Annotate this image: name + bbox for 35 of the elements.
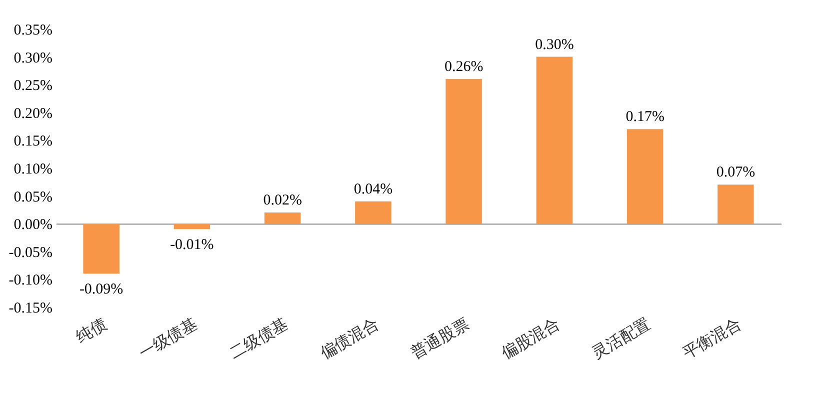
- y-tick-label: -0.10%: [8, 272, 52, 289]
- x-tick-label: 一级债基: [136, 314, 200, 362]
- bar: [264, 212, 301, 224]
- y-tick-label: 0.10%: [14, 162, 52, 178]
- bar: [536, 56, 573, 224]
- x-tick-label: 普通股票: [407, 314, 472, 362]
- bar: [174, 224, 210, 230]
- data-label: 0.17%: [626, 109, 664, 126]
- y-tick-label: -0.05%: [8, 244, 52, 261]
- y-tick-label: 0.20%: [14, 106, 52, 122]
- y-tick-label: 0.30%: [14, 50, 52, 66]
- x-tick-label: 偏债混合: [316, 314, 382, 362]
- bar: [718, 184, 754, 224]
- data-label: 0.30%: [535, 36, 574, 53]
- data-label: 0.07%: [716, 164, 756, 181]
- y-tick-label: 0.00%: [14, 217, 52, 234]
- bar: [83, 224, 120, 274]
- data-label: -0.09%: [79, 282, 124, 298]
- y-tick-label: 0.35%: [14, 22, 52, 38]
- y-tick-label: -0.15%: [8, 300, 52, 316]
- x-tick-label: 纯债: [72, 314, 110, 346]
- data-label: 0.26%: [444, 59, 484, 76]
- x-tick-label: 平衡混合: [679, 314, 744, 362]
- x-tick-label: 灵活配置: [588, 314, 654, 362]
- y-tick-label: 0.05%: [14, 189, 52, 206]
- data-label: 0.02%: [263, 192, 302, 208]
- y-tick-label: 0.15%: [14, 134, 52, 150]
- x-tick-label: 二级债基: [226, 314, 292, 362]
- x-tick-label: 偏股混合: [498, 314, 563, 362]
- bar: [446, 79, 482, 224]
- bar: [626, 129, 664, 224]
- data-label: -0.01%: [170, 237, 214, 254]
- y-tick-label: 0.25%: [14, 78, 52, 94]
- data-label: 0.04%: [354, 181, 393, 198]
- bar: [355, 201, 392, 224]
